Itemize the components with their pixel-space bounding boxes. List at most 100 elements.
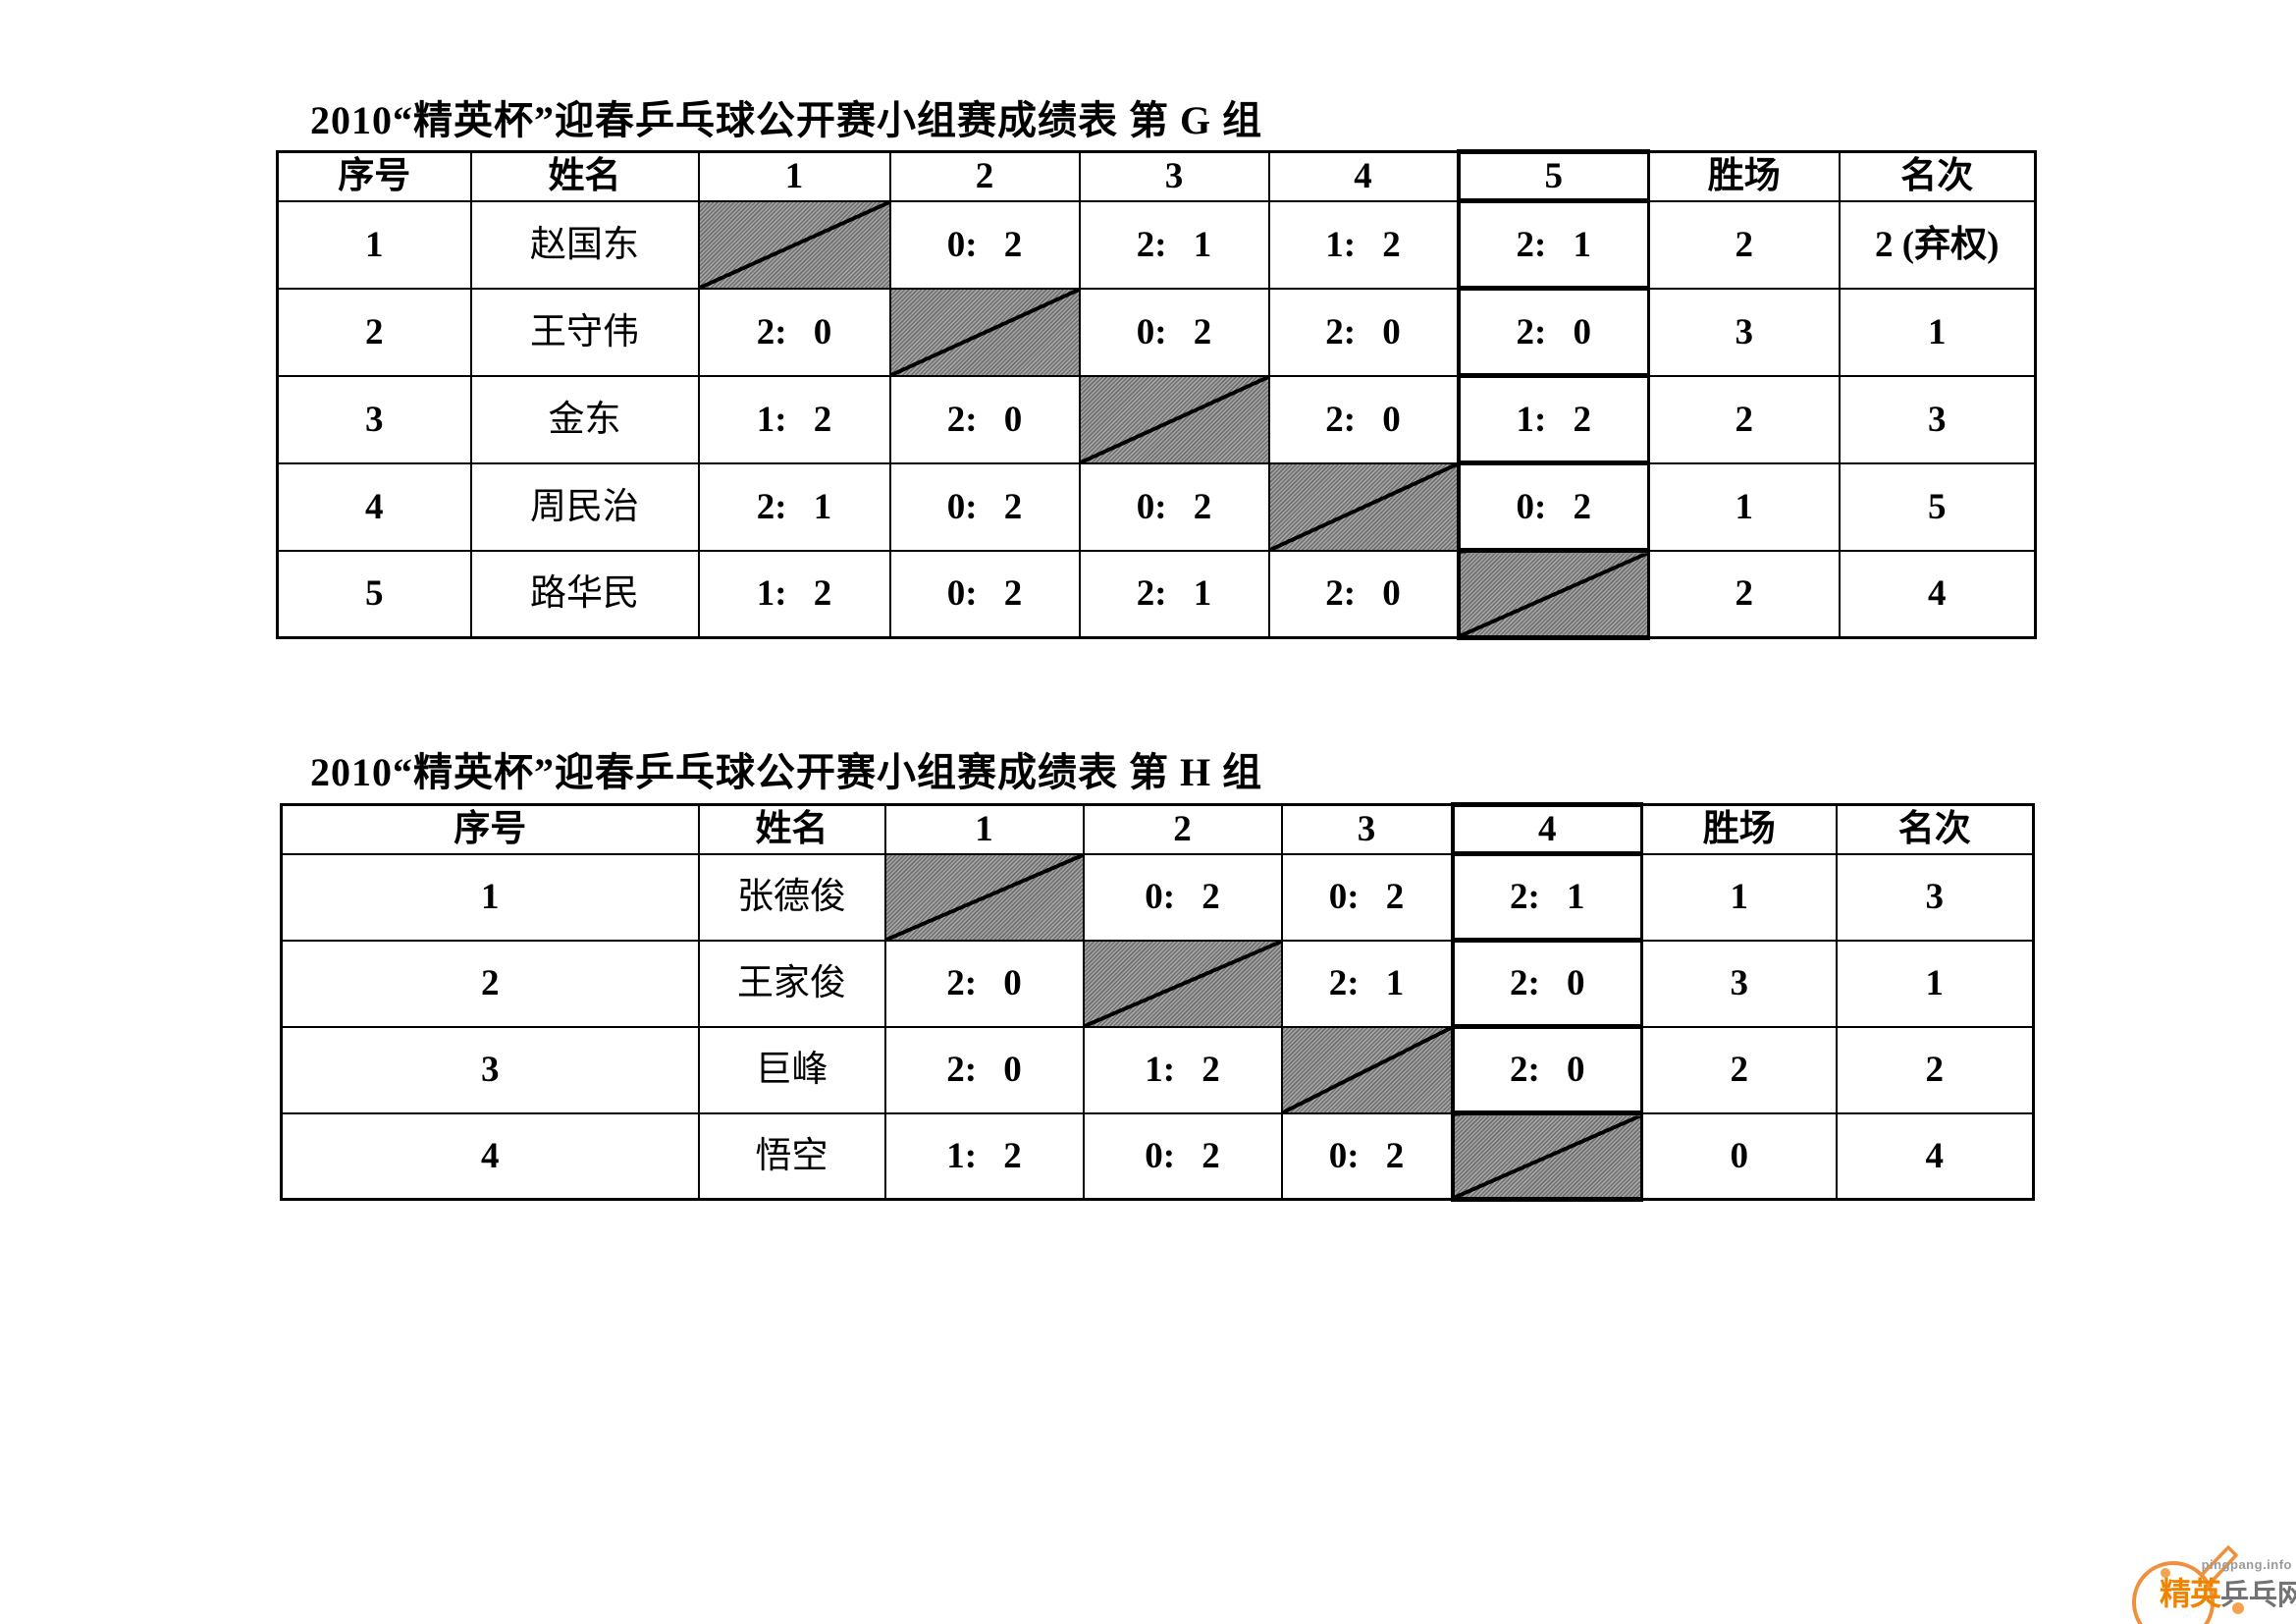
rank-cell: 5 <box>1838 461 2037 552</box>
player-number-cell: 5 <box>276 549 472 639</box>
score-cell: 2: 0 <box>1450 1024 1643 1115</box>
wins-cell: 2 <box>1647 199 1841 290</box>
player-name-cell: 赵国东 <box>469 199 700 290</box>
player-name-cell: 张德俊 <box>697 852 886 942</box>
score-cell: 1: 2 <box>883 1111 1085 1201</box>
score-cell: 1: 2 <box>1267 199 1460 290</box>
player-number-cell: 1 <box>276 199 472 290</box>
score-cell: 1: 2 <box>1082 1025 1283 1114</box>
score-cell: 2: 1 <box>1450 851 1643 943</box>
watermark-brand-jingying: 精英 <box>2160 1576 2221 1611</box>
watermark-brand: 精英乒乓网 <box>2160 1569 2296 1614</box>
wins-cell: 3 <box>1640 939 1838 1028</box>
score-cell: 2: 0 <box>883 939 1085 1028</box>
rank-cell: 1 <box>1835 939 2035 1028</box>
column-header-1: 姓名 <box>469 150 700 202</box>
player-number-cell: 3 <box>276 374 472 464</box>
score-cell: 2: 0 <box>888 374 1081 464</box>
column-header-7: 胜场 <box>1647 150 1841 202</box>
rank-cell: 2 (弃权) <box>1838 199 2037 290</box>
player-number-cell: 2 <box>280 939 700 1028</box>
player-number-cell: 4 <box>276 461 472 552</box>
column-header-4: 3 <box>1078 150 1270 202</box>
self-match-cell <box>888 287 1081 377</box>
column-header-0: 序号 <box>280 803 700 855</box>
score-cell: 2: 0 <box>1267 549 1460 639</box>
self-match-cell <box>1078 374 1270 464</box>
player-name-cell: 王家俊 <box>697 939 886 1028</box>
score-cell: 0: 2 <box>1456 460 1650 553</box>
score-cell: 2: 0 <box>1267 287 1460 377</box>
player-name-cell: 王守伟 <box>469 287 700 377</box>
score-cell: 2: 1 <box>697 461 891 552</box>
rank-cell: 2 <box>1835 1025 2035 1114</box>
wins-cell: 0 <box>1640 1111 1838 1201</box>
header-row: 序号 姓名 1 2 3 4 5 胜场 名次 <box>276 149 2037 203</box>
rank-cell: 3 <box>1835 852 2035 942</box>
score-cell: 0: 2 <box>1078 461 1270 552</box>
self-match-cell <box>1450 1110 1643 1202</box>
wins-cell: 1 <box>1640 852 1838 942</box>
column-header-0: 序号 <box>276 150 472 202</box>
rank-cell: 3 <box>1838 374 2037 464</box>
wins-cell: 2 <box>1647 549 1841 639</box>
score-cell: 1: 2 <box>1456 373 1650 465</box>
score-cell: 0: 2 <box>1280 852 1454 942</box>
self-match-cell <box>1082 939 1283 1028</box>
column-header-5: 4 <box>1267 150 1460 202</box>
player-number-cell: 3 <box>280 1025 700 1114</box>
score-cell: 0: 2 <box>888 549 1081 639</box>
group-h-results-table: 序号 姓名 1 2 3 4 胜场 名次 1 张德俊 0: 2 0: 2 2: 1 1 3 2 王家俊 2: 0 2:… <box>280 802 2035 1202</box>
watermark-brand-pingpangwang: 乒乓网 <box>2220 1580 2296 1611</box>
column-header-4: 3 <box>1280 803 1454 855</box>
column-header-3: 2 <box>1082 803 1283 855</box>
score-cell: 0: 2 <box>1082 852 1283 942</box>
column-header-2: 1 <box>883 803 1085 855</box>
column-header-8: 名次 <box>1838 150 2037 202</box>
score-cell: 2: 0 <box>1456 286 1650 378</box>
score-cell: 2: 1 <box>1078 199 1270 290</box>
watermark-site-url: pingpang.info <box>2201 1557 2292 1572</box>
score-cell: 2: 1 <box>1456 198 1650 291</box>
player-name-cell: 周民治 <box>469 461 700 552</box>
self-match-cell <box>1456 548 1650 640</box>
score-cell: 2: 1 <box>1280 939 1454 1028</box>
table-title-group-g: 2010“精英杯”迎春乒乓球公开赛小组赛成绩表 第 G 组 <box>310 98 1263 142</box>
player-name-cell: 巨峰 <box>697 1025 886 1114</box>
self-match-cell <box>883 852 1085 942</box>
score-cell: 0: 2 <box>1280 1111 1454 1201</box>
score-cell: 0: 2 <box>1078 287 1270 377</box>
score-cell: 2: 1 <box>1078 549 1270 639</box>
wins-cell: 3 <box>1647 287 1841 377</box>
score-cell: 2: 0 <box>1450 938 1643 1029</box>
score-cell: 2: 0 <box>883 1025 1085 1114</box>
table-tennis-racket-icon <box>2132 1545 2244 1624</box>
player-name-cell: 路华民 <box>469 549 700 639</box>
self-match-cell <box>1280 1025 1454 1114</box>
rank-cell: 4 <box>1838 549 2037 639</box>
column-header-6: 5 <box>1456 149 1650 203</box>
wins-cell: 2 <box>1640 1025 1838 1114</box>
player-number-cell: 4 <box>280 1111 700 1201</box>
self-match-cell <box>1267 461 1460 552</box>
column-header-6: 胜场 <box>1640 803 1838 855</box>
column-header-5: 4 <box>1450 802 1643 856</box>
score-cell: 0: 2 <box>888 461 1081 552</box>
column-header-3: 2 <box>888 150 1081 202</box>
player-name-cell: 悟空 <box>697 1111 886 1201</box>
score-cell: 1: 2 <box>697 549 891 639</box>
column-header-7: 名次 <box>1835 803 2035 855</box>
watermark-logo: pingpang.info 精英乒乓网 <box>2130 1524 2296 1624</box>
column-header-1: 姓名 <box>697 803 886 855</box>
player-name-cell: 金东 <box>469 374 700 464</box>
wins-cell: 1 <box>1647 461 1841 552</box>
rank-cell: 4 <box>1835 1111 2035 1201</box>
